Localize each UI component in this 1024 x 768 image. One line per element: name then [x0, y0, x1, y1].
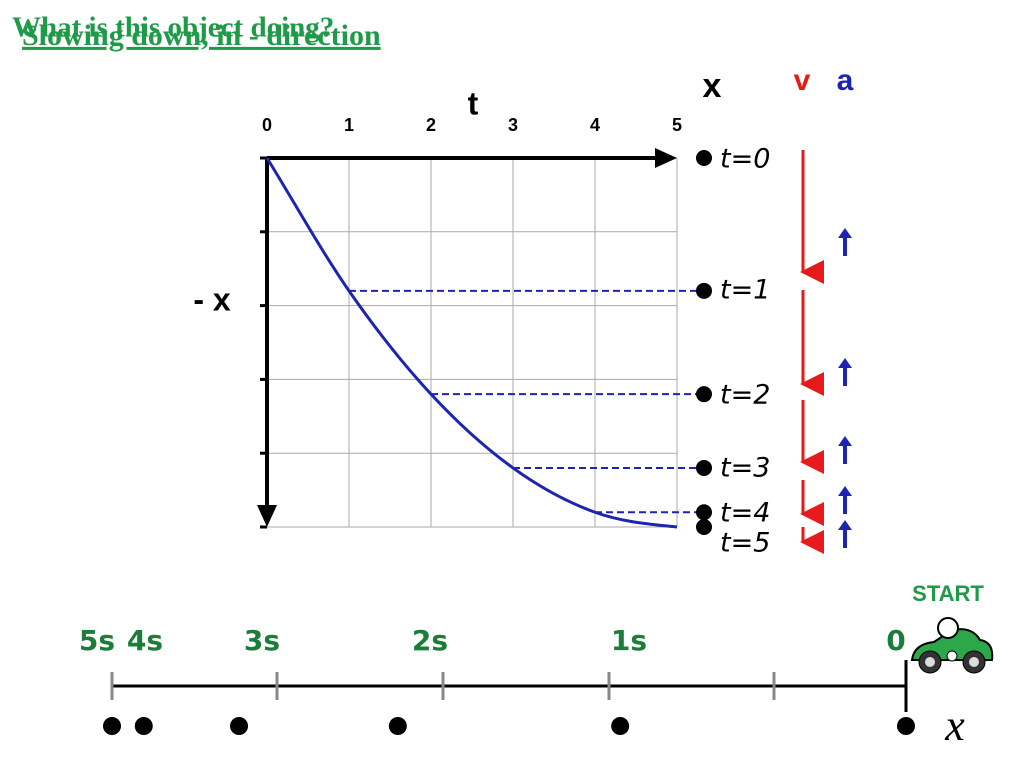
time-label: t=5	[720, 528, 770, 559]
number-line-ticks	[110, 672, 776, 700]
x-header: x	[703, 67, 722, 105]
time-label: t=1	[720, 274, 770, 305]
x-tick-label: 5	[672, 115, 682, 135]
acceleration-arrows	[838, 228, 852, 548]
car	[910, 617, 994, 674]
x-tick-label: 4	[590, 115, 600, 135]
time-mark-label: 3s	[244, 624, 280, 657]
line-dot	[230, 717, 249, 735]
time-label: t=4	[720, 498, 770, 529]
line-dot	[897, 717, 915, 735]
position-dot	[696, 504, 712, 521]
time-mark-label: 4s	[127, 624, 163, 657]
time-mark-label: 2s	[412, 624, 448, 657]
position-dot	[696, 150, 712, 166]
title: What is this object doing?	[12, 12, 334, 44]
line-dot	[134, 717, 153, 735]
position-dot	[696, 519, 712, 535]
a-header: a	[837, 64, 854, 97]
number-line-label: x	[944, 701, 965, 750]
t-axis-arrow	[655, 148, 677, 168]
time-mark-label: 1s	[611, 624, 647, 657]
time-label: t=0	[720, 144, 770, 175]
line-dot	[388, 717, 407, 735]
v-header: v	[794, 64, 811, 97]
subtitle: Slowing down, in - direction	[22, 19, 381, 52]
x-tick-label: 1	[344, 115, 354, 135]
x-tick-label: 2	[426, 115, 436, 135]
time-label: t=2	[720, 380, 770, 411]
line-dot	[611, 717, 630, 735]
x-tick-label: 0	[262, 115, 272, 135]
start-label: START	[912, 581, 984, 606]
x-tick-label: 3	[508, 115, 518, 135]
time-mark-label: 0	[886, 624, 905, 657]
position-curve	[265, 157, 678, 529]
line-dot	[103, 717, 121, 735]
time-label: t=3	[720, 452, 770, 483]
x-axis-arrow	[257, 505, 277, 527]
position-dot	[696, 386, 712, 403]
position-dot	[696, 282, 712, 299]
time-mark-label: 5s	[79, 624, 115, 657]
x-axis-label: - x	[193, 281, 231, 317]
position-dot	[696, 459, 712, 476]
t-axis-label: t	[468, 85, 479, 121]
graph: 0 1 2 3 4 5 t=0 t=1 t=2 t=3 t=4t=5 5s 4s 3s 2s 1s 0	[79, 115, 915, 735]
